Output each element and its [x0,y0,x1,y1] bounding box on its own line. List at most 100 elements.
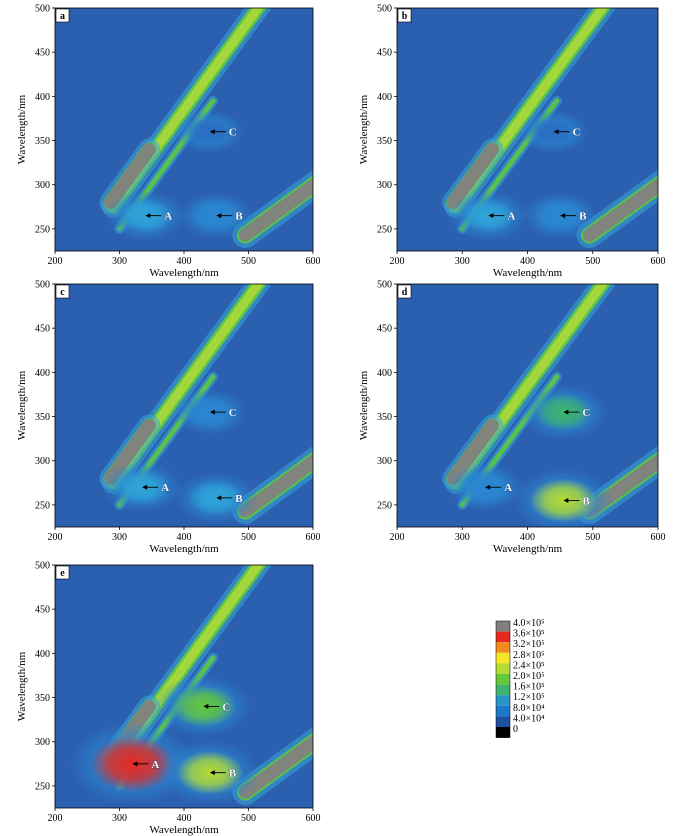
peak-arrowhead-B [560,213,566,219]
colorbar-label: 3.6×10⁵ [513,629,545,640]
x-tick-label: 200 [390,532,405,543]
scatter-band-main-saturated [442,138,504,214]
peak-arrowhead-A [485,484,491,490]
y-tick-label: 450 [377,48,392,59]
peak-label-A: A [151,759,159,771]
scatter-band-main-saturated [99,138,161,214]
peak-label-C: C [229,407,237,419]
x-tick-label: 200 [48,532,63,543]
colorbar-swatch [496,705,510,717]
colorbar-label: 2.0×10⁵ [513,671,545,682]
colorbar-label: 8.0×10⁴ [513,703,545,714]
x-tick-label: 300 [455,532,470,543]
colorbar-label: 2.4×10⁵ [513,660,545,671]
panel-letter: e [60,568,65,579]
x-tick-label: 400 [520,256,535,267]
y-tick-label: 400 [377,92,392,103]
peak-arrowhead-C [209,409,215,415]
panel-letter: d [402,287,408,298]
panel-a: A B Ca 200 300 400 500 600 250 300 350 400 450 500 Wav… [16,4,321,280]
peak-label-C: C [582,407,590,419]
y-tick-label: 500 [377,280,392,291]
y-tick-label: 400 [377,368,392,379]
peak-A [461,198,516,233]
x-axis-title: Wavelength/nm [493,543,563,555]
x-tick-label: 200 [48,256,63,267]
x-tick-label: 500 [241,813,256,824]
panel-letter-box [397,284,412,299]
y-tick-label: 300 [377,456,392,467]
colorbar-swatch [496,631,510,643]
panel-letter: a [60,11,65,22]
peak-label-B: B [235,493,243,505]
y-tick-label: 300 [377,180,392,191]
colorbar-label: 4.0×10⁵ [513,618,545,629]
peak-label-C: C [573,127,581,139]
peak-label-A: A [161,482,169,494]
scatter-band-second-order [576,169,658,249]
panel-letter-box [55,284,70,299]
y-axis-title: Wavelength/nm [16,370,28,440]
scatter-band-second-order [232,445,313,525]
peak-arrowhead-B [216,495,222,501]
peak-label-C: C [222,701,230,713]
x-axis-title: Wavelength/nm [149,543,219,555]
y-tick-label: 300 [35,737,50,748]
peak-arrowhead-B [563,497,569,503]
panel-letter-box [55,8,70,23]
peak-arrowhead-A [145,213,151,219]
y-tick-label: 350 [35,136,50,147]
x-tick-label: 300 [112,813,127,824]
peak-arrowhead-B [209,770,215,776]
y-tick-label: 500 [35,280,50,291]
panel-b: A B Cb 200 300 400 500 600 250 300 350 400 450 500 Wav… [358,4,666,280]
colorbar-swatch [496,727,510,738]
y-tick-label: 250 [35,500,50,511]
peak-A [459,471,511,504]
x-tick-label: 300 [455,256,470,267]
panel-e: A B Ce 200 300 400 500 600 250 300 350 400 450 500 Wav… [16,561,321,836]
peak-label-B: B [235,211,243,223]
plot-area [55,284,313,527]
peak-label-A: A [507,211,515,223]
plot-area [397,8,658,251]
x-tick-label: 600 [306,813,321,824]
y-tick-label: 500 [35,4,50,15]
y-tick-label: 350 [377,136,392,147]
y-tick-label: 250 [377,500,392,511]
colorbar-swatch [496,695,510,706]
scatter-band-second-order [232,726,313,806]
colorbar-swatch [496,652,510,664]
x-tick-label: 500 [585,532,600,543]
colorbar-label: 1.2×10⁵ [513,692,545,703]
x-tick-label: 300 [112,532,127,543]
colorbar-label: 1.6×10⁵ [513,682,545,693]
y-tick-label: 450 [35,48,50,59]
plot-area [55,565,313,808]
colorbar-frame [495,620,511,738]
y-tick-label: 400 [35,649,50,660]
x-axis-title: Wavelength/nm [149,267,219,279]
y-tick-label: 350 [377,412,392,423]
x-tick-label: 200 [390,256,405,267]
panel-letter: c [60,287,65,298]
x-axis-title: Wavelength/nm [493,267,563,279]
peak-arrowhead-C [209,129,215,135]
peak-A [115,470,169,505]
y-tick-label: 400 [35,368,50,379]
plot-area [55,8,313,251]
colorbar-label: 0 [513,724,518,735]
panel-letter-box [55,565,70,580]
peak-label-C: C [229,127,237,139]
x-tick-label: 500 [585,256,600,267]
y-axis-title: Wavelength/nm [358,94,370,164]
peak-arrowhead-C [563,409,569,415]
peak-label-B: B [579,211,587,223]
colorbar-swatch [496,674,510,685]
x-tick-label: 600 [306,532,321,543]
x-tick-label: 600 [651,532,666,543]
peak-arrowhead-C [203,703,209,709]
colorbar-swatch [496,642,510,653]
x-tick-label: 200 [48,813,63,824]
